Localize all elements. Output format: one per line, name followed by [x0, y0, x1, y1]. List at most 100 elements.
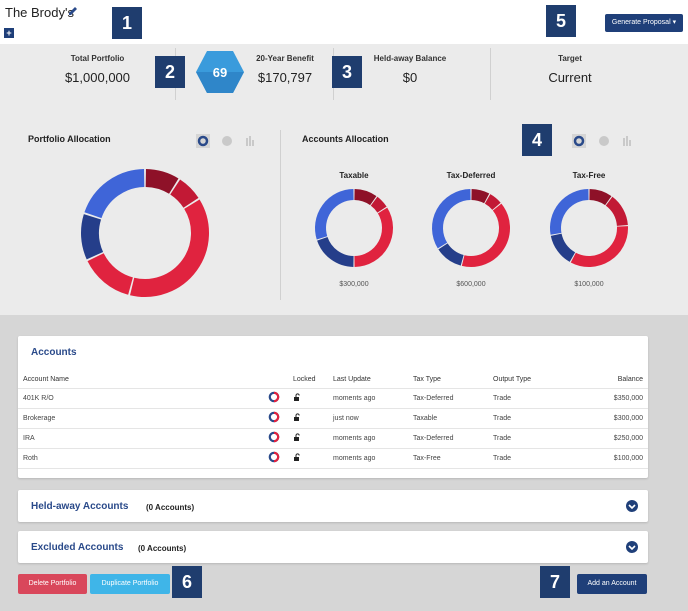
generate-proposal-button[interactable]: Generate Proposal ▾: [605, 14, 683, 32]
score-value: 69: [213, 65, 227, 80]
heldaway-value: $0: [402, 70, 418, 85]
score-hexagon: 69: [196, 51, 244, 93]
col-locked: Locked: [288, 372, 328, 389]
tax-free-amount: $100,000: [574, 281, 604, 288]
col-account-name: Account Name: [18, 372, 263, 389]
donut-segment: [438, 243, 464, 266]
bar-view-icon[interactable]: [243, 134, 257, 148]
header-bar: The Brody's + Generate Proposal ▾: [0, 0, 688, 44]
donut-segment: [354, 207, 393, 267]
taxable-amount: $300,000: [339, 281, 369, 288]
tax-type: Taxable: [408, 408, 488, 429]
donut-segment: [550, 189, 589, 235]
table-row[interactable]: Roth moments ago Tax-Free Trade $100,000: [18, 448, 648, 469]
total-portfolio-value: $1,000,000: [64, 70, 131, 85]
table-row[interactable]: Brokerage just now Taxable Trade $300,000: [18, 408, 648, 429]
table-row[interactable]: IRA moments ago Tax-Deferred Trade $250,000: [18, 428, 648, 449]
col-output-type: Output Type: [488, 372, 573, 389]
donut-segment: [145, 169, 179, 195]
tax-type: Tax-Deferred: [408, 388, 488, 409]
target-label: Target: [558, 54, 582, 63]
callout-1: 1: [112, 7, 142, 39]
tax-deferred-title: Tax-Deferred: [446, 171, 496, 180]
last-update: moments ago: [328, 388, 408, 409]
unlock-icon[interactable]: [288, 428, 328, 449]
output-type: Trade: [488, 408, 573, 429]
excluded-count: (0 Accounts): [138, 544, 187, 553]
excluded-title: Excluded Accounts: [31, 542, 124, 553]
output-type: Trade: [488, 448, 573, 469]
account-allocation-icon[interactable]: [263, 408, 288, 429]
col-balance: Balance: [573, 372, 648, 389]
donut-view-icon[interactable]: [196, 134, 210, 148]
excluded-card[interactable]: Excluded Accounts (0 Accounts): [18, 531, 648, 563]
unlock-icon[interactable]: [288, 448, 328, 469]
account-name: 401K R/O: [18, 388, 263, 409]
heldaway-title: Held-away Accounts: [31, 501, 129, 512]
target-value: Current: [548, 70, 592, 85]
tax-type: Tax-Free: [408, 448, 488, 469]
tax-free-donut-chart: [550, 189, 628, 267]
balance: $300,000: [573, 408, 648, 429]
client-name: The Brody's: [5, 5, 74, 20]
unlock-icon[interactable]: [288, 408, 328, 429]
tax-deferred-amount: $600,000: [456, 281, 486, 288]
accounts-allocation-title: Accounts Allocation: [302, 134, 389, 144]
table-row[interactable]: 401K R/O moments ago Tax-Deferred Trade $350…: [18, 388, 648, 409]
target-stat: Target Current: [530, 54, 610, 85]
total-portfolio-stat: Total Portfolio $1,000,000: [55, 54, 140, 85]
portfolio-allocation-title: Portfolio Allocation: [28, 134, 111, 144]
delete-portfolio-button[interactable]: Delete Portfolio: [18, 574, 87, 594]
add-button[interactable]: +: [4, 28, 14, 38]
add-account-button[interactable]: Add an Account: [577, 574, 647, 594]
pie-view-icon[interactable]: [597, 134, 611, 148]
duplicate-portfolio-button[interactable]: Duplicate Portfolio: [90, 574, 170, 594]
donut-segment: [354, 189, 377, 206]
pie-view-icon[interactable]: [220, 134, 234, 148]
callout-3: 3: [332, 56, 362, 88]
bar-view-icon[interactable]: [620, 134, 634, 148]
donut-segment: [315, 189, 354, 240]
account-name: Roth: [18, 448, 263, 469]
heldaway-stat: Held-away Balance $0: [365, 54, 455, 85]
donut-segment: [484, 194, 501, 211]
donut-segment: [570, 226, 628, 267]
last-update: moments ago: [328, 428, 408, 449]
chevron-down-icon[interactable]: [626, 541, 638, 553]
account-allocation-icon[interactable]: [263, 448, 288, 469]
taxable-donut-chart: [315, 189, 393, 267]
accounts-table: Account Name Locked Last Update Tax Type…: [18, 372, 648, 469]
donut-segment: [471, 189, 490, 204]
benefit-label: 20-Year Benefit: [256, 54, 314, 63]
balance: $350,000: [573, 388, 648, 409]
account-allocation-icon[interactable]: [263, 388, 288, 409]
accounts-table-wrap: Account Name Locked Last Update Tax Type…: [18, 372, 648, 469]
account-name: IRA: [18, 428, 263, 449]
donut-segment: [317, 236, 354, 267]
heldaway-card[interactable]: Held-away Accounts (0 Accounts): [18, 490, 648, 522]
callout-7: 7: [540, 566, 570, 598]
donut-segment: [169, 179, 199, 209]
pencil-icon[interactable]: [68, 6, 78, 16]
account-allocation-icon[interactable]: [263, 428, 288, 449]
donut-segment: [605, 196, 628, 227]
tax-type: Tax-Deferred: [408, 428, 488, 449]
donut-segment: [130, 199, 209, 297]
generate-proposal-label: Generate Proposal: [611, 19, 671, 26]
tax-deferred-donut-chart: [432, 189, 510, 267]
accounts-card: Accounts Account Name Locked Last Update…: [18, 336, 648, 478]
callout-2: 2: [155, 56, 185, 88]
col-icon: [263, 372, 288, 389]
chevron-down-icon[interactable]: [626, 500, 638, 512]
last-update: moments ago: [328, 448, 408, 469]
donut-view-icon[interactable]: [572, 134, 586, 148]
unlock-icon[interactable]: [288, 388, 328, 409]
donut-segment: [461, 203, 510, 267]
donut-segment: [81, 214, 104, 260]
balance: $250,000: [573, 428, 648, 449]
heldaway-label: Held-away Balance: [373, 54, 447, 63]
donut-segment: [87, 252, 134, 295]
callout-5: 5: [546, 5, 576, 37]
donut-segment: [550, 233, 576, 262]
heldaway-count: (0 Accounts): [146, 503, 195, 512]
